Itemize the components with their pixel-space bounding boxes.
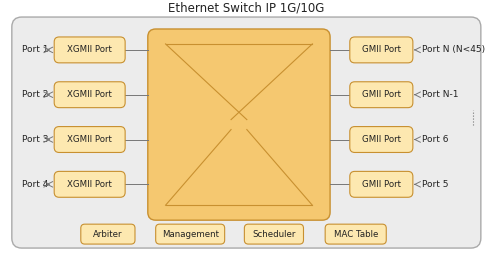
Text: Port 1: Port 1 bbox=[22, 45, 48, 54]
Text: Ethernet Switch IP 1G/10G: Ethernet Switch IP 1G/10G bbox=[168, 2, 324, 15]
FancyBboxPatch shape bbox=[148, 29, 330, 220]
FancyBboxPatch shape bbox=[244, 224, 304, 244]
FancyBboxPatch shape bbox=[325, 224, 386, 244]
Text: MAC Table: MAC Table bbox=[334, 230, 378, 239]
Text: Port 5: Port 5 bbox=[422, 180, 448, 189]
Text: XGMII Port: XGMII Port bbox=[67, 180, 112, 189]
Text: GMII Port: GMII Port bbox=[362, 135, 401, 144]
FancyBboxPatch shape bbox=[350, 82, 413, 108]
Text: Port 6: Port 6 bbox=[422, 135, 448, 144]
Text: Scheduler: Scheduler bbox=[252, 230, 296, 239]
FancyBboxPatch shape bbox=[350, 171, 413, 197]
Text: GMII Port: GMII Port bbox=[362, 45, 401, 54]
FancyBboxPatch shape bbox=[350, 37, 413, 63]
Text: Arbiter: Arbiter bbox=[93, 230, 122, 239]
FancyBboxPatch shape bbox=[54, 37, 125, 63]
FancyBboxPatch shape bbox=[156, 224, 224, 244]
Text: Port 2: Port 2 bbox=[22, 90, 48, 99]
Text: Management: Management bbox=[162, 230, 218, 239]
Text: Port N-1: Port N-1 bbox=[422, 90, 458, 99]
FancyBboxPatch shape bbox=[12, 17, 481, 248]
FancyBboxPatch shape bbox=[54, 82, 125, 108]
FancyBboxPatch shape bbox=[81, 224, 135, 244]
Text: Port 4: Port 4 bbox=[22, 180, 48, 189]
Text: GMII Port: GMII Port bbox=[362, 180, 401, 189]
Text: GMII Port: GMII Port bbox=[362, 90, 401, 99]
Text: XGMII Port: XGMII Port bbox=[67, 45, 112, 54]
FancyBboxPatch shape bbox=[54, 127, 125, 152]
FancyBboxPatch shape bbox=[350, 127, 413, 152]
Text: Port N (N<45): Port N (N<45) bbox=[422, 45, 485, 54]
FancyBboxPatch shape bbox=[54, 171, 125, 197]
Text: XGMII Port: XGMII Port bbox=[67, 90, 112, 99]
Text: XGMII Port: XGMII Port bbox=[67, 135, 112, 144]
Text: Port 3: Port 3 bbox=[22, 135, 48, 144]
